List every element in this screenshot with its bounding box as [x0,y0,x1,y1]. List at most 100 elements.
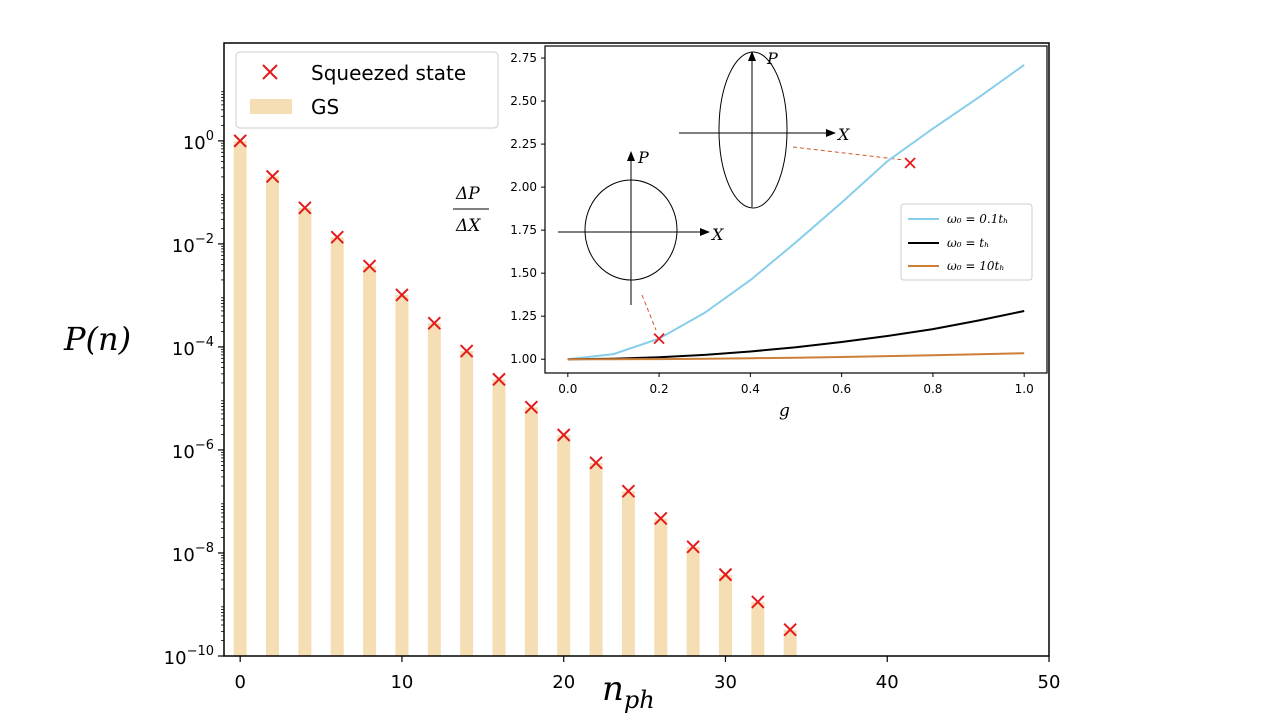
phase-circle-p-label: P [637,148,649,167]
main-y-ticks: 100 10−2 10−4 10−6 10−8 10−10 [164,91,224,669]
inset-y-tick-label: 1.00 [510,352,537,366]
legend-gs-symbol [250,99,292,114]
phase-space-circle-diagram: X P [558,148,724,305]
squeezed-state-marker [718,567,733,582]
main-y-tick-label: 10−6 [172,438,214,463]
squeezed-state-marker [492,372,506,387]
line-omega-10 [567,352,1025,361]
main-x-axis-label: nph [602,669,655,714]
main-y-tick-label: 10−8 [172,541,214,566]
squeezed-state-marker [654,511,668,526]
line-omega-1 [567,310,1025,361]
pointer-to-ellipse [792,146,905,161]
inset-legend-box [900,203,1033,281]
phase-ellipse-x-label: X [836,125,850,144]
main-x-tick-label: 40 [876,672,899,693]
inset-legend-label-2: ω₀ = tₕ [947,236,989,250]
main-x-tick-label: 20 [552,672,575,693]
main-x-tick-label: 10 [390,672,413,693]
inset-x-tick-label: 0.2 [650,382,669,396]
squeezed-state-marker [686,540,700,554]
main-x-tick-label: 0 [234,672,245,693]
gs-bar [460,351,474,656]
svg-text:ΔP: ΔP [455,184,480,204]
phase-space-ellipse-diagram: X P [679,49,850,209]
inset-plot-frame [544,45,1048,374]
legend-squeezed-state-label: Squeezed state [311,61,466,85]
gs-bar [492,379,506,656]
phase-ellipse-x-arrow [826,129,836,137]
svg-text:ΔX: ΔX [455,216,481,236]
phase-circle-x-arrow [700,228,710,236]
inset-y-tick-label: 1.75 [510,223,537,237]
inset-y-tick-label: 1.25 [510,309,537,323]
inset-squeeze-marker [653,332,665,345]
inset-markers [653,157,916,345]
inset-y-tick-label: 2.00 [510,180,537,194]
legend-gs-label: GS [311,95,339,119]
inset-y-tick-label: 2.50 [510,94,537,108]
vacuum-circle [584,179,678,281]
gs-bar [233,140,247,656]
inset-squeeze-marker [904,157,916,169]
gs-bar [266,176,280,656]
main-y-tick-label: 10−10 [164,644,214,669]
inset-legend: ω₀ = 0.1tₕ ω₀ = tₕ ω₀ = 10tₕ [900,203,1033,281]
inset-legend-label-1: ω₀ = 0.1tₕ [947,212,1008,226]
inset-lines [567,64,1025,361]
squeezed-state-marker [233,134,247,148]
gs-bar [783,629,797,656]
gs-bar [654,518,668,656]
inset-plot: X P X P 0.0 0.2 0.4 0.6 0.8 1.0 1.00 1.25 1.50 1… [453,45,1048,421]
gs-bar [557,435,571,656]
main-legend-box [235,51,499,129]
phase-ellipse-p-arrow [748,51,756,61]
inset-x-ticks: 0.0 0.2 0.4 0.6 0.8 1.0 [558,373,1034,396]
squeezed-state-marker [556,428,571,442]
squeezed-state-marker [427,316,442,330]
phase-circle-x-label: X [710,225,724,244]
squeezed-state-marker [265,169,280,184]
inset-y-axis-label: ΔP ΔX [453,184,489,236]
main-y-axis-label: P(n) [63,320,131,358]
pointer-to-circle [641,294,657,331]
main-x-ticks: 0 10 20 30 40 50 [234,656,1060,693]
main-x-tick-label: 50 [1038,672,1061,693]
inset-y-tick-label: 2.75 [510,51,537,65]
squeezed-state-markers [233,134,797,637]
gs-bars [233,140,797,656]
main-y-tick-label: 100 [183,129,214,154]
line-omega-0p1 [567,64,1025,361]
squeezed-state-marker [589,456,603,470]
gs-bar [686,546,700,656]
main-y-tick-label: 10−4 [172,335,214,360]
legend-squeezed-state-symbol [262,64,278,80]
squeezed-state-marker [524,400,539,414]
squeezed-state-marker [395,288,409,302]
inset-x-tick-label: 0.4 [741,382,760,396]
inset-x-tick-label: 0.0 [558,382,577,396]
inset-legend-label-3: ω₀ = 10tₕ [947,259,1005,273]
squeezed-state-marker [298,201,312,215]
inset-y-ticks: 1.00 1.25 1.50 1.75 2.00 2.25 2.50 2.75 [510,51,545,366]
gs-bar [363,266,377,656]
gs-bar [751,601,765,656]
squeezed-state-marker [459,344,474,358]
squeezed-state-marker [362,259,377,273]
inset-x-tick-label: 0.8 [923,382,942,396]
main-x-tick-label: 30 [714,672,737,693]
gs-bar [427,323,441,656]
inset-x-tick-label: 1.0 [1015,382,1034,396]
main-legend: Squeezed state GS [235,51,499,129]
inset-x-tick-label: 0.6 [832,382,851,396]
gs-bar [589,462,603,656]
gs-bar [621,491,635,656]
gs-bar [718,574,732,656]
inset-y-tick-label: 1.50 [510,266,537,280]
gs-bar [298,207,312,656]
gs-bar [395,294,409,656]
gs-bar [330,237,344,656]
phase-ellipse-p-label: P [766,49,778,68]
gs-bar [524,407,538,656]
